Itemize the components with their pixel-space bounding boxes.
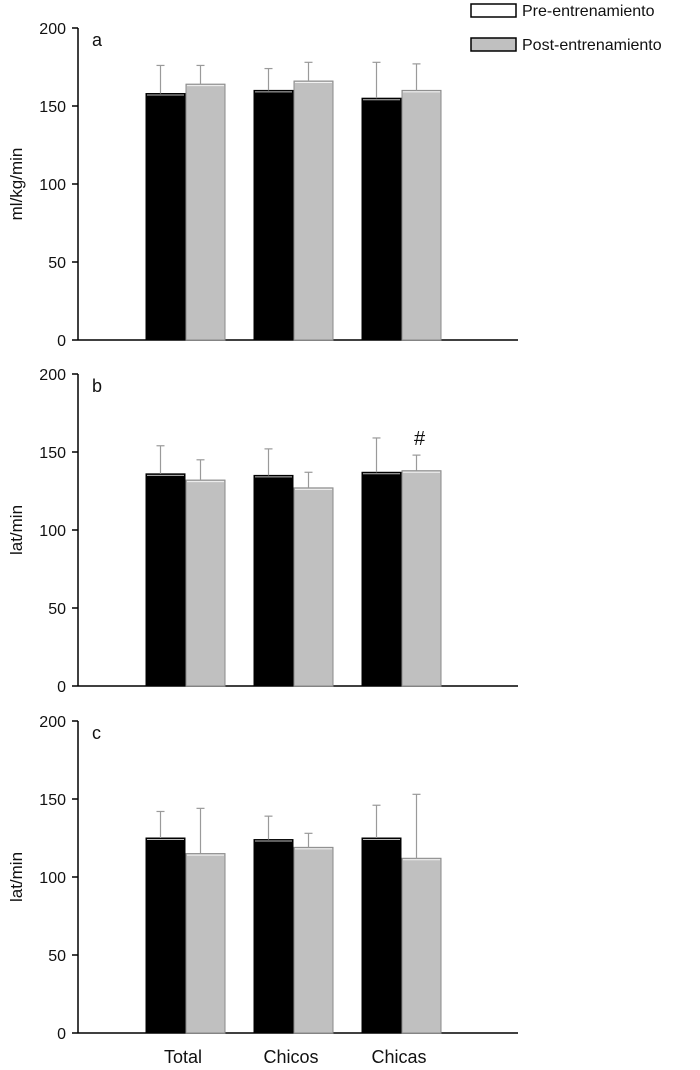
legend-item-pre: Pre-entrenamiento [470,3,655,20]
y-tick-label: 200 [39,21,66,38]
y-tick-label: 100 [39,177,66,194]
bar-post-total [185,853,226,1034]
bar-pre-total [145,93,186,341]
legend-label-pre: Pre-entrenamiento [522,3,655,20]
y-tick-label: 150 [39,99,66,116]
bar-pre-chicos [253,89,294,341]
x-tick-label: Chicos [263,1047,318,1065]
bar-pre-chicos [253,474,294,687]
y-axis-label: ml/kg/min [7,148,26,221]
y-tick-label: 200 [39,367,66,384]
bar-pre-chicas [361,837,402,1034]
bar-post-chicas [401,470,442,687]
bar-post-chicos [293,80,334,341]
significance-marker: # [414,428,426,450]
y-tick-label: 0 [57,333,66,350]
panel-label: b [92,376,102,396]
panel-label: a [92,30,103,50]
y-tick-label: 100 [39,523,66,540]
y-tick-label: 0 [57,679,66,696]
bar-post-total [185,479,226,687]
y-axis-label: lat/min [7,852,26,902]
x-tick-label: Chicas [371,1047,426,1065]
legend-swatch-post [470,37,517,52]
y-tick-label: 100 [39,870,66,887]
panels: a ml/kg/min 0 50 100 150 200 b lat/min 0 50 100 150 2… [7,21,518,1067]
bar-post-total [185,83,226,341]
y-axis-label: lat/min [7,505,26,555]
y-tick-label: 150 [39,792,66,809]
bar-post-chicos [293,487,334,687]
legend-item-post: Post-entrenamiento [470,37,662,54]
bar-post-chicas [401,89,442,341]
y-tick-label: 50 [48,601,66,618]
bar-pre-chicas [361,97,402,341]
bar-pre-total [145,473,186,687]
legend-label-post: Post-entrenamiento [522,37,662,54]
bar-post-chicos [293,846,334,1034]
y-tick-label: 50 [48,948,66,965]
bar-pre-chicas [361,471,402,687]
bar-post-chicas [401,857,442,1034]
panel-a: a ml/kg/min 0 50 100 150 200 [7,21,518,350]
y-tick-label: 200 [39,714,66,731]
panel-label: c [92,723,101,743]
y-tick-label: 50 [48,255,66,272]
legend: Pre-entrenamiento Post-entrenamiento [470,3,662,54]
panel-c: c lat/min 0 50 100 150 200 Total Chicos Chicas [7,714,518,1067]
y-tick-label: 150 [39,445,66,462]
panel-b: b lat/min 0 50 100 150 200 # [7,367,518,696]
x-tick-label: Total [164,1047,202,1065]
bar-pre-total [145,837,186,1034]
bar-pre-chicos [253,839,294,1034]
legend-swatch-pre [470,3,517,18]
y-tick-label: 0 [57,1026,66,1043]
